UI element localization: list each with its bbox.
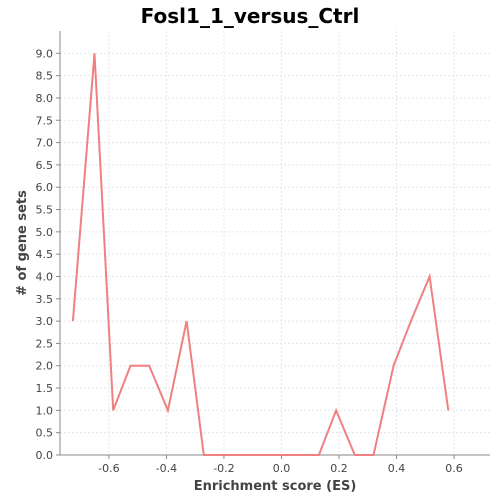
y-ticks: 0.0 0.5 1.0 1.5 2.0 2.5 3.0 3.5 4.0 4.5 5.0 5.5 6.0 6…	[36, 47, 60, 462]
y-tick-label: 1.5	[36, 382, 54, 395]
y-tick-label: 6.5	[36, 159, 54, 172]
y-tick-label: 1.0	[36, 404, 54, 417]
x-ticks: -0.6 -0.4 -0.2 0.0 0.2 0.4 0.6	[98, 455, 463, 475]
y-tick-label: 5.5	[36, 204, 54, 217]
axes	[59, 31, 490, 456]
x-tick-label: 0.2	[330, 462, 348, 475]
x-tick-label: 0.4	[388, 462, 406, 475]
y-tick-label: 3.0	[36, 315, 54, 328]
y-tick-label: 5.0	[36, 226, 54, 239]
x-tick-label: 0.6	[445, 462, 463, 475]
y-tick-label: 7.0	[36, 137, 54, 150]
x-tick-label: -0.6	[98, 462, 119, 475]
y-tick-label: 4.5	[36, 248, 54, 261]
y-tick-label: 0.0	[36, 449, 54, 462]
y-axis-label: # of gene sets	[15, 190, 30, 296]
chart-title: Fosl1_1_versus_Ctrl	[141, 4, 360, 28]
y-tick-label: 3.5	[36, 293, 54, 306]
x-tick-label: 0.0	[273, 462, 291, 475]
grid	[60, 31, 490, 456]
x-tick-label: -0.2	[213, 462, 234, 475]
y-tick-label: 7.5	[36, 114, 54, 127]
y-tick-label: 2.5	[36, 337, 54, 350]
y-tick-label: 8.0	[36, 92, 54, 105]
x-tick-label: -0.4	[156, 462, 177, 475]
x-axis-label: Enrichment score (ES)	[194, 479, 357, 494]
y-tick-label: 4.0	[36, 270, 54, 283]
y-tick-label: 8.5	[36, 70, 54, 83]
y-tick-label: 9.0	[36, 47, 54, 60]
y-tick-label: 0.5	[36, 427, 54, 440]
series-layer	[71, 53, 450, 456]
y-tick-label: 2.0	[36, 360, 54, 373]
y-tick-label: 6.0	[36, 181, 54, 194]
series-line	[71, 53, 450, 456]
